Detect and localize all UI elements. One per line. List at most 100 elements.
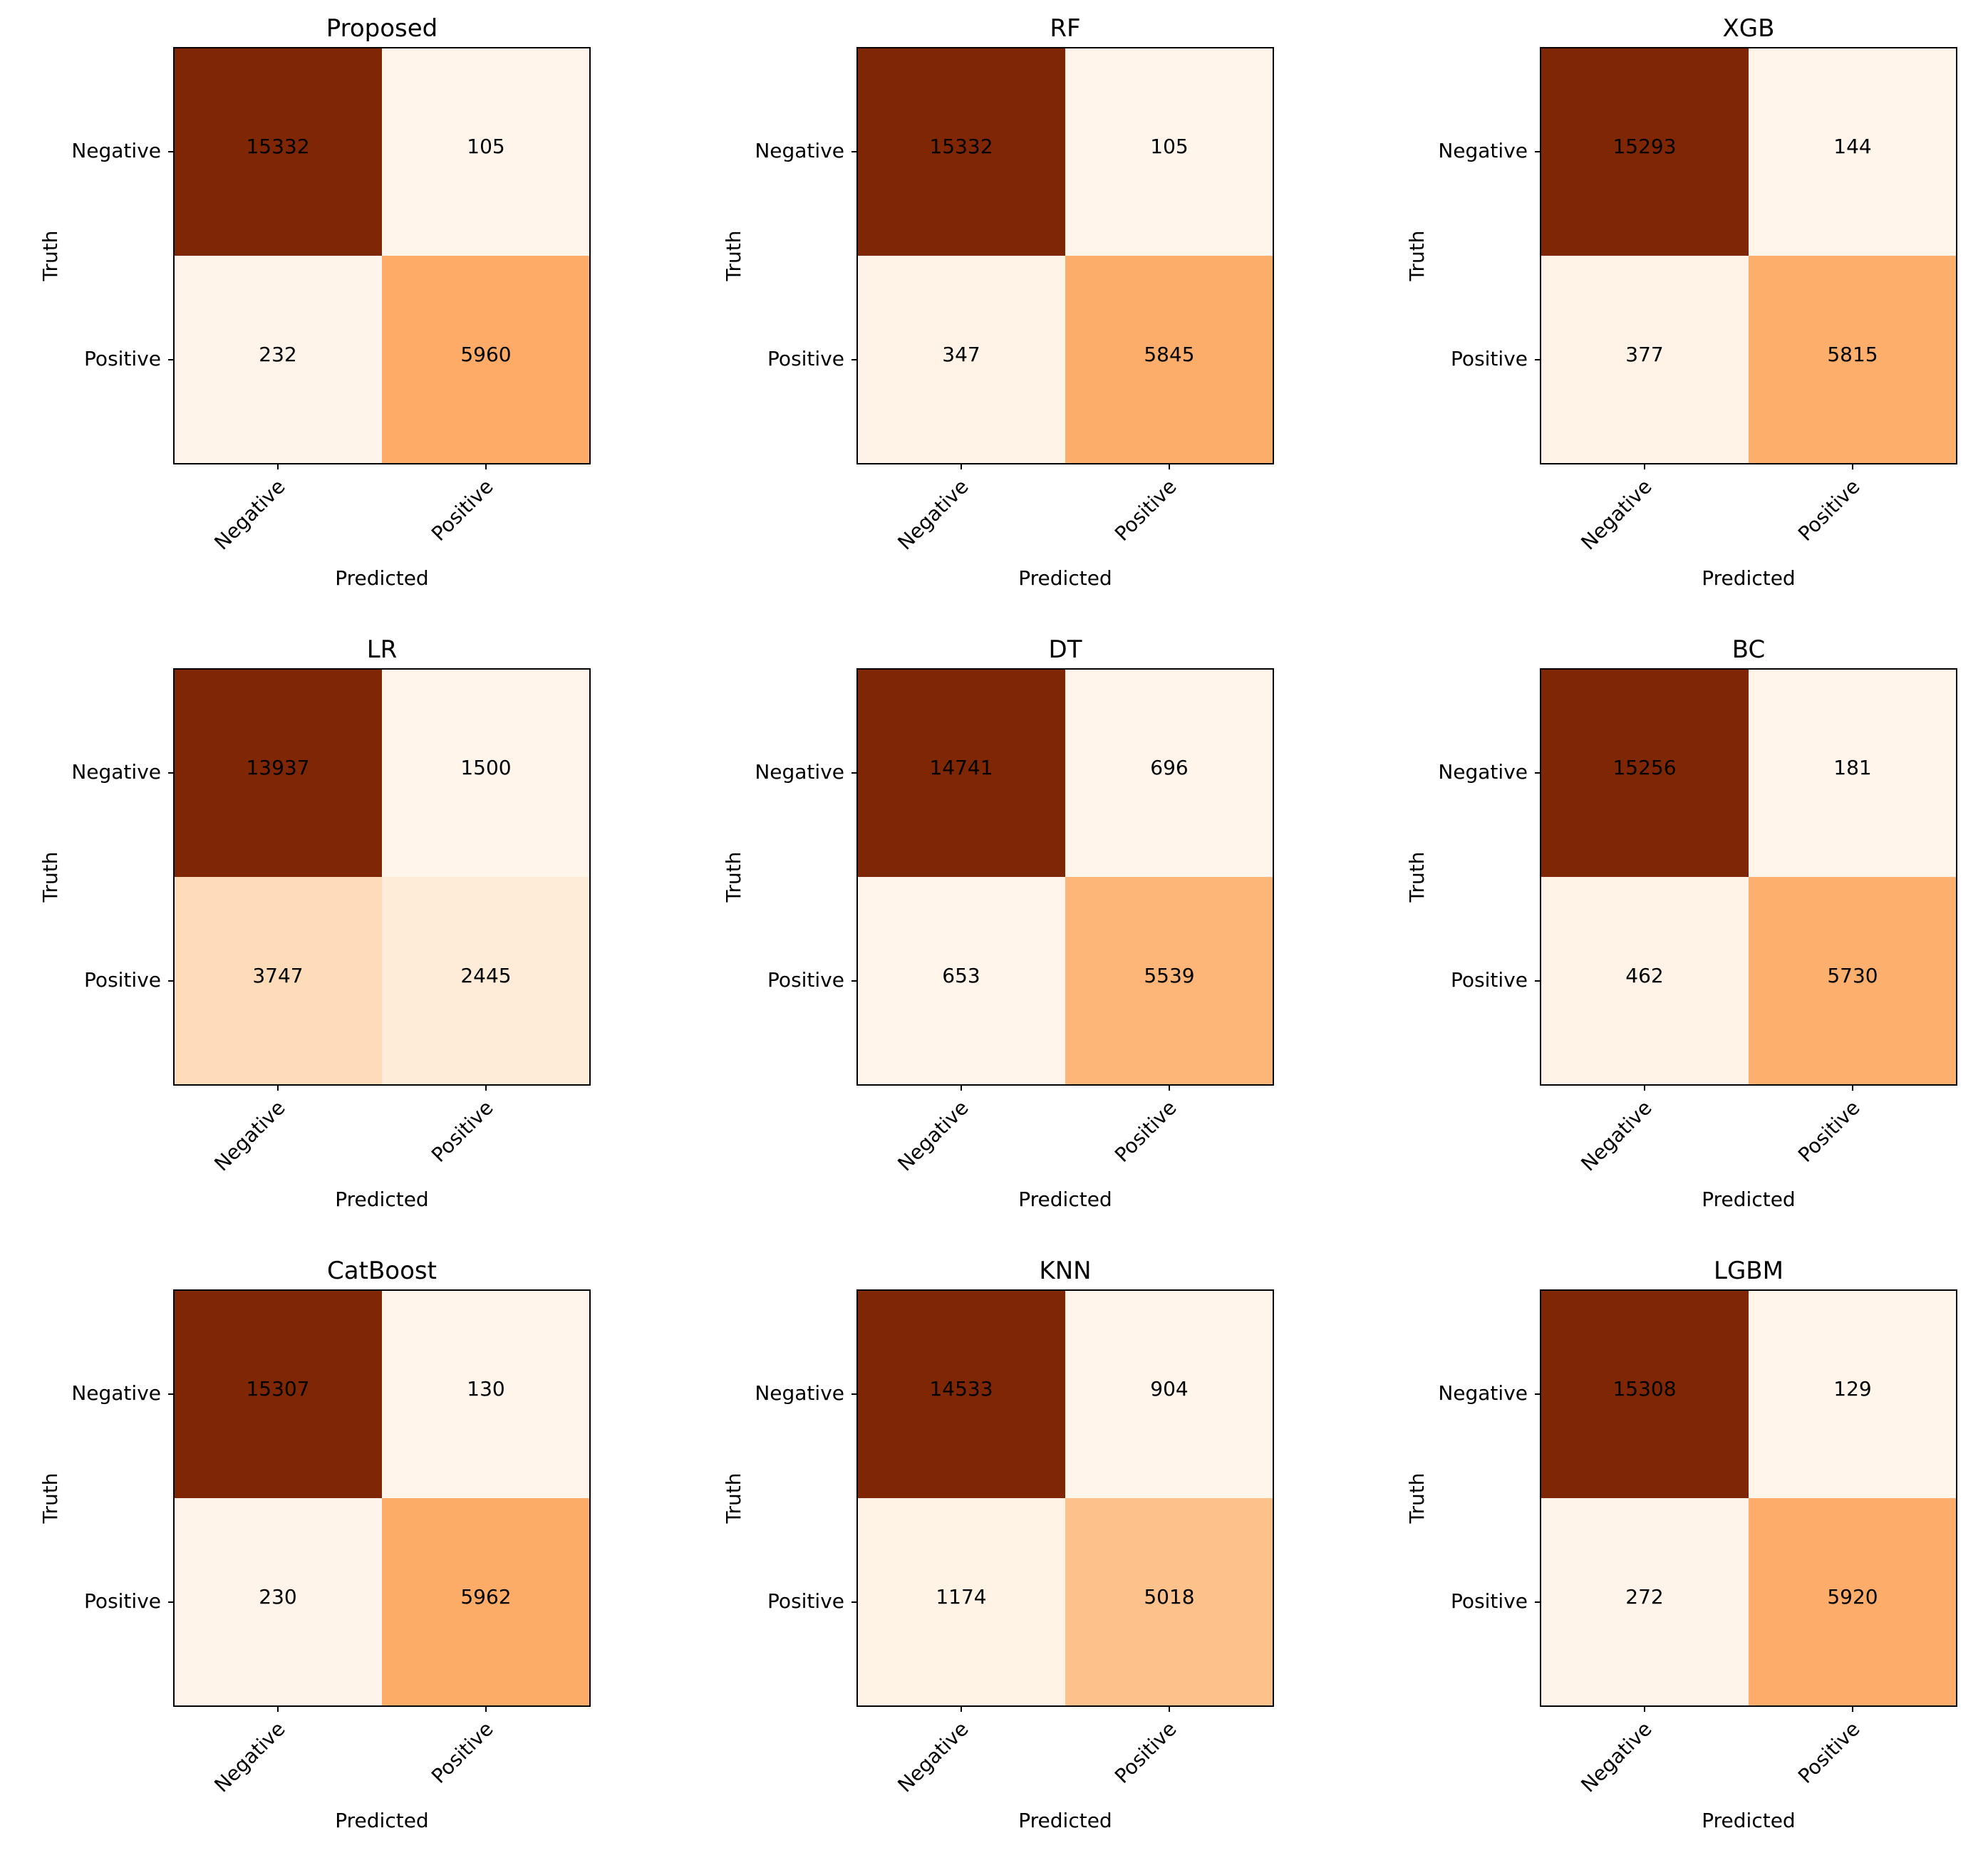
cell-value-label: 5539 <box>1144 964 1194 987</box>
heatmap-cell <box>1749 1498 1957 1706</box>
cell-value-label: 232 <box>259 343 296 366</box>
cell-value-label: 105 <box>1150 135 1188 158</box>
cell-value-label: 347 <box>942 343 980 366</box>
x-tick-label: Negative <box>209 474 289 554</box>
confusion-matrix-panel: 14533 904 1174 5018 KNN Negative Positive Negat… <box>722 1257 1274 1832</box>
panel-title: CatBoost <box>327 1257 437 1285</box>
heatmap-cell <box>1749 1290 1957 1498</box>
x-tick-label: Positive <box>1110 1096 1181 1167</box>
panel-title: LR <box>367 635 398 664</box>
x-axis-label: Predicted <box>335 1809 428 1832</box>
cell-value-label: 14741 <box>929 756 993 779</box>
cell-value-label: 5920 <box>1827 1585 1878 1609</box>
x-tick-label: Positive <box>427 1717 498 1788</box>
cell-value-label: 14533 <box>929 1377 993 1401</box>
heatmap-cell <box>174 1290 382 1498</box>
heatmap-cell <box>1749 877 1957 1085</box>
x-tick-label: Negative <box>1576 1096 1656 1175</box>
cell-value-label: 5845 <box>1144 343 1194 366</box>
heatmap-cell <box>382 48 590 256</box>
y-axis-label: Truth <box>1405 231 1429 282</box>
cell-value-label: 15307 <box>246 1377 309 1401</box>
y-axis-label: Truth <box>1405 1473 1429 1524</box>
y-tick-label: Positive <box>1451 1589 1528 1613</box>
y-tick-label: Negative <box>71 1381 161 1405</box>
x-tick-label: Positive <box>1793 474 1865 546</box>
x-tick-label: Negative <box>893 1717 973 1797</box>
heatmap-cell <box>857 1498 1065 1706</box>
y-tick-label: Negative <box>755 760 844 784</box>
cell-value-label: 377 <box>1625 343 1663 366</box>
cell-value-label: 5962 <box>460 1585 511 1609</box>
x-axis-label: Predicted <box>1702 1188 1795 1211</box>
x-tick-label: Positive <box>427 1096 498 1167</box>
cell-value-label: 696 <box>1150 756 1188 779</box>
cell-value-label: 2445 <box>460 964 511 987</box>
heatmap-cell <box>1541 1498 1749 1706</box>
y-tick-label: Negative <box>71 139 161 162</box>
cell-value-label: 129 <box>1833 1377 1871 1401</box>
heatmap-cell <box>174 669 382 877</box>
heatmap-cell <box>857 877 1065 1085</box>
heatmap-cell <box>1065 48 1273 256</box>
heatmap-cell <box>382 256 590 464</box>
cell-value-label: 105 <box>467 135 504 158</box>
y-axis-label: Truth <box>38 231 62 282</box>
x-axis-label: Predicted <box>1702 1809 1795 1832</box>
heatmap-cell <box>1541 48 1749 256</box>
confusion-matrix-panel: 14741 696 653 5539 DT Negative Positive Negativ… <box>722 635 1274 1211</box>
heatmap-cell <box>382 669 590 877</box>
heatmap-cell <box>1541 1290 1749 1498</box>
y-axis-label: Truth <box>1405 852 1429 903</box>
axes-frame <box>173 1289 591 1707</box>
cell-value-label: 5960 <box>460 343 511 366</box>
x-tick-label: Positive <box>1110 474 1181 546</box>
y-tick-label: Positive <box>767 968 844 992</box>
cell-value-label: 15293 <box>1612 135 1676 158</box>
cell-value-label: 15332 <box>246 135 309 158</box>
cell-value-label: 230 <box>259 1585 296 1609</box>
heatmap-cell <box>1541 669 1749 877</box>
x-tick-label: Negative <box>209 1717 289 1797</box>
x-tick-label: Positive <box>1793 1717 1865 1788</box>
y-axis-label: Truth <box>38 852 62 903</box>
panel-title: XGB <box>1723 14 1775 43</box>
y-axis-label: Truth <box>722 231 745 282</box>
y-tick-label: Negative <box>755 1381 844 1405</box>
x-axis-label: Predicted <box>335 1188 428 1211</box>
heatmap-cell <box>174 256 382 464</box>
cell-value-label: 15256 <box>1612 756 1676 779</box>
x-tick-label: Positive <box>427 474 498 546</box>
panel-title: LGBM <box>1714 1257 1783 1285</box>
heatmap-cell <box>1749 48 1957 256</box>
y-axis-label: Truth <box>38 1473 62 1524</box>
cell-value-label: 5730 <box>1827 964 1878 987</box>
confusion-matrix-panel: 15256 181 462 5730 BC Negative Positive Negativ… <box>1405 635 1957 1211</box>
y-tick-label: Positive <box>767 347 844 370</box>
cell-value-label: 462 <box>1625 964 1663 987</box>
cell-value-label: 5018 <box>1144 1585 1194 1609</box>
axes-frame <box>856 1289 1274 1707</box>
cell-value-label: 272 <box>1625 1585 1663 1609</box>
heatmap-cell <box>1541 256 1749 464</box>
confusion-matrix-panel: 13937 1500 3747 2445 LR Negative Positive Negat… <box>38 635 591 1211</box>
axes-frame <box>856 47 1274 464</box>
confusion-matrix-panel: 15332 105 232 5960 Proposed Negative Positive N… <box>38 14 591 590</box>
heatmap-cell <box>382 1290 590 1498</box>
confusion-matrix-panel: 15308 129 272 5920 LGBM Negative Positive Negat… <box>1405 1257 1957 1832</box>
panel-title: BC <box>1732 635 1765 664</box>
panel-title: KNN <box>1039 1257 1091 1285</box>
cell-value-label: 15308 <box>1612 1377 1676 1401</box>
heatmap-cell <box>1065 669 1273 877</box>
y-tick-label: Positive <box>84 347 161 370</box>
x-axis-label: Predicted <box>335 566 428 590</box>
y-axis-label: Truth <box>722 852 745 903</box>
cell-value-label: 13937 <box>246 756 309 779</box>
confusion-matrix-panel: 15307 130 230 5962 CatBoost Negative Positive N… <box>38 1257 591 1832</box>
x-tick-label: Negative <box>1576 1717 1656 1797</box>
y-tick-label: Negative <box>1438 1381 1528 1405</box>
heatmap-cell <box>857 669 1065 877</box>
heatmap-cell <box>1749 256 1957 464</box>
axes-frame <box>1540 47 1957 464</box>
cell-value-label: 130 <box>467 1377 504 1401</box>
